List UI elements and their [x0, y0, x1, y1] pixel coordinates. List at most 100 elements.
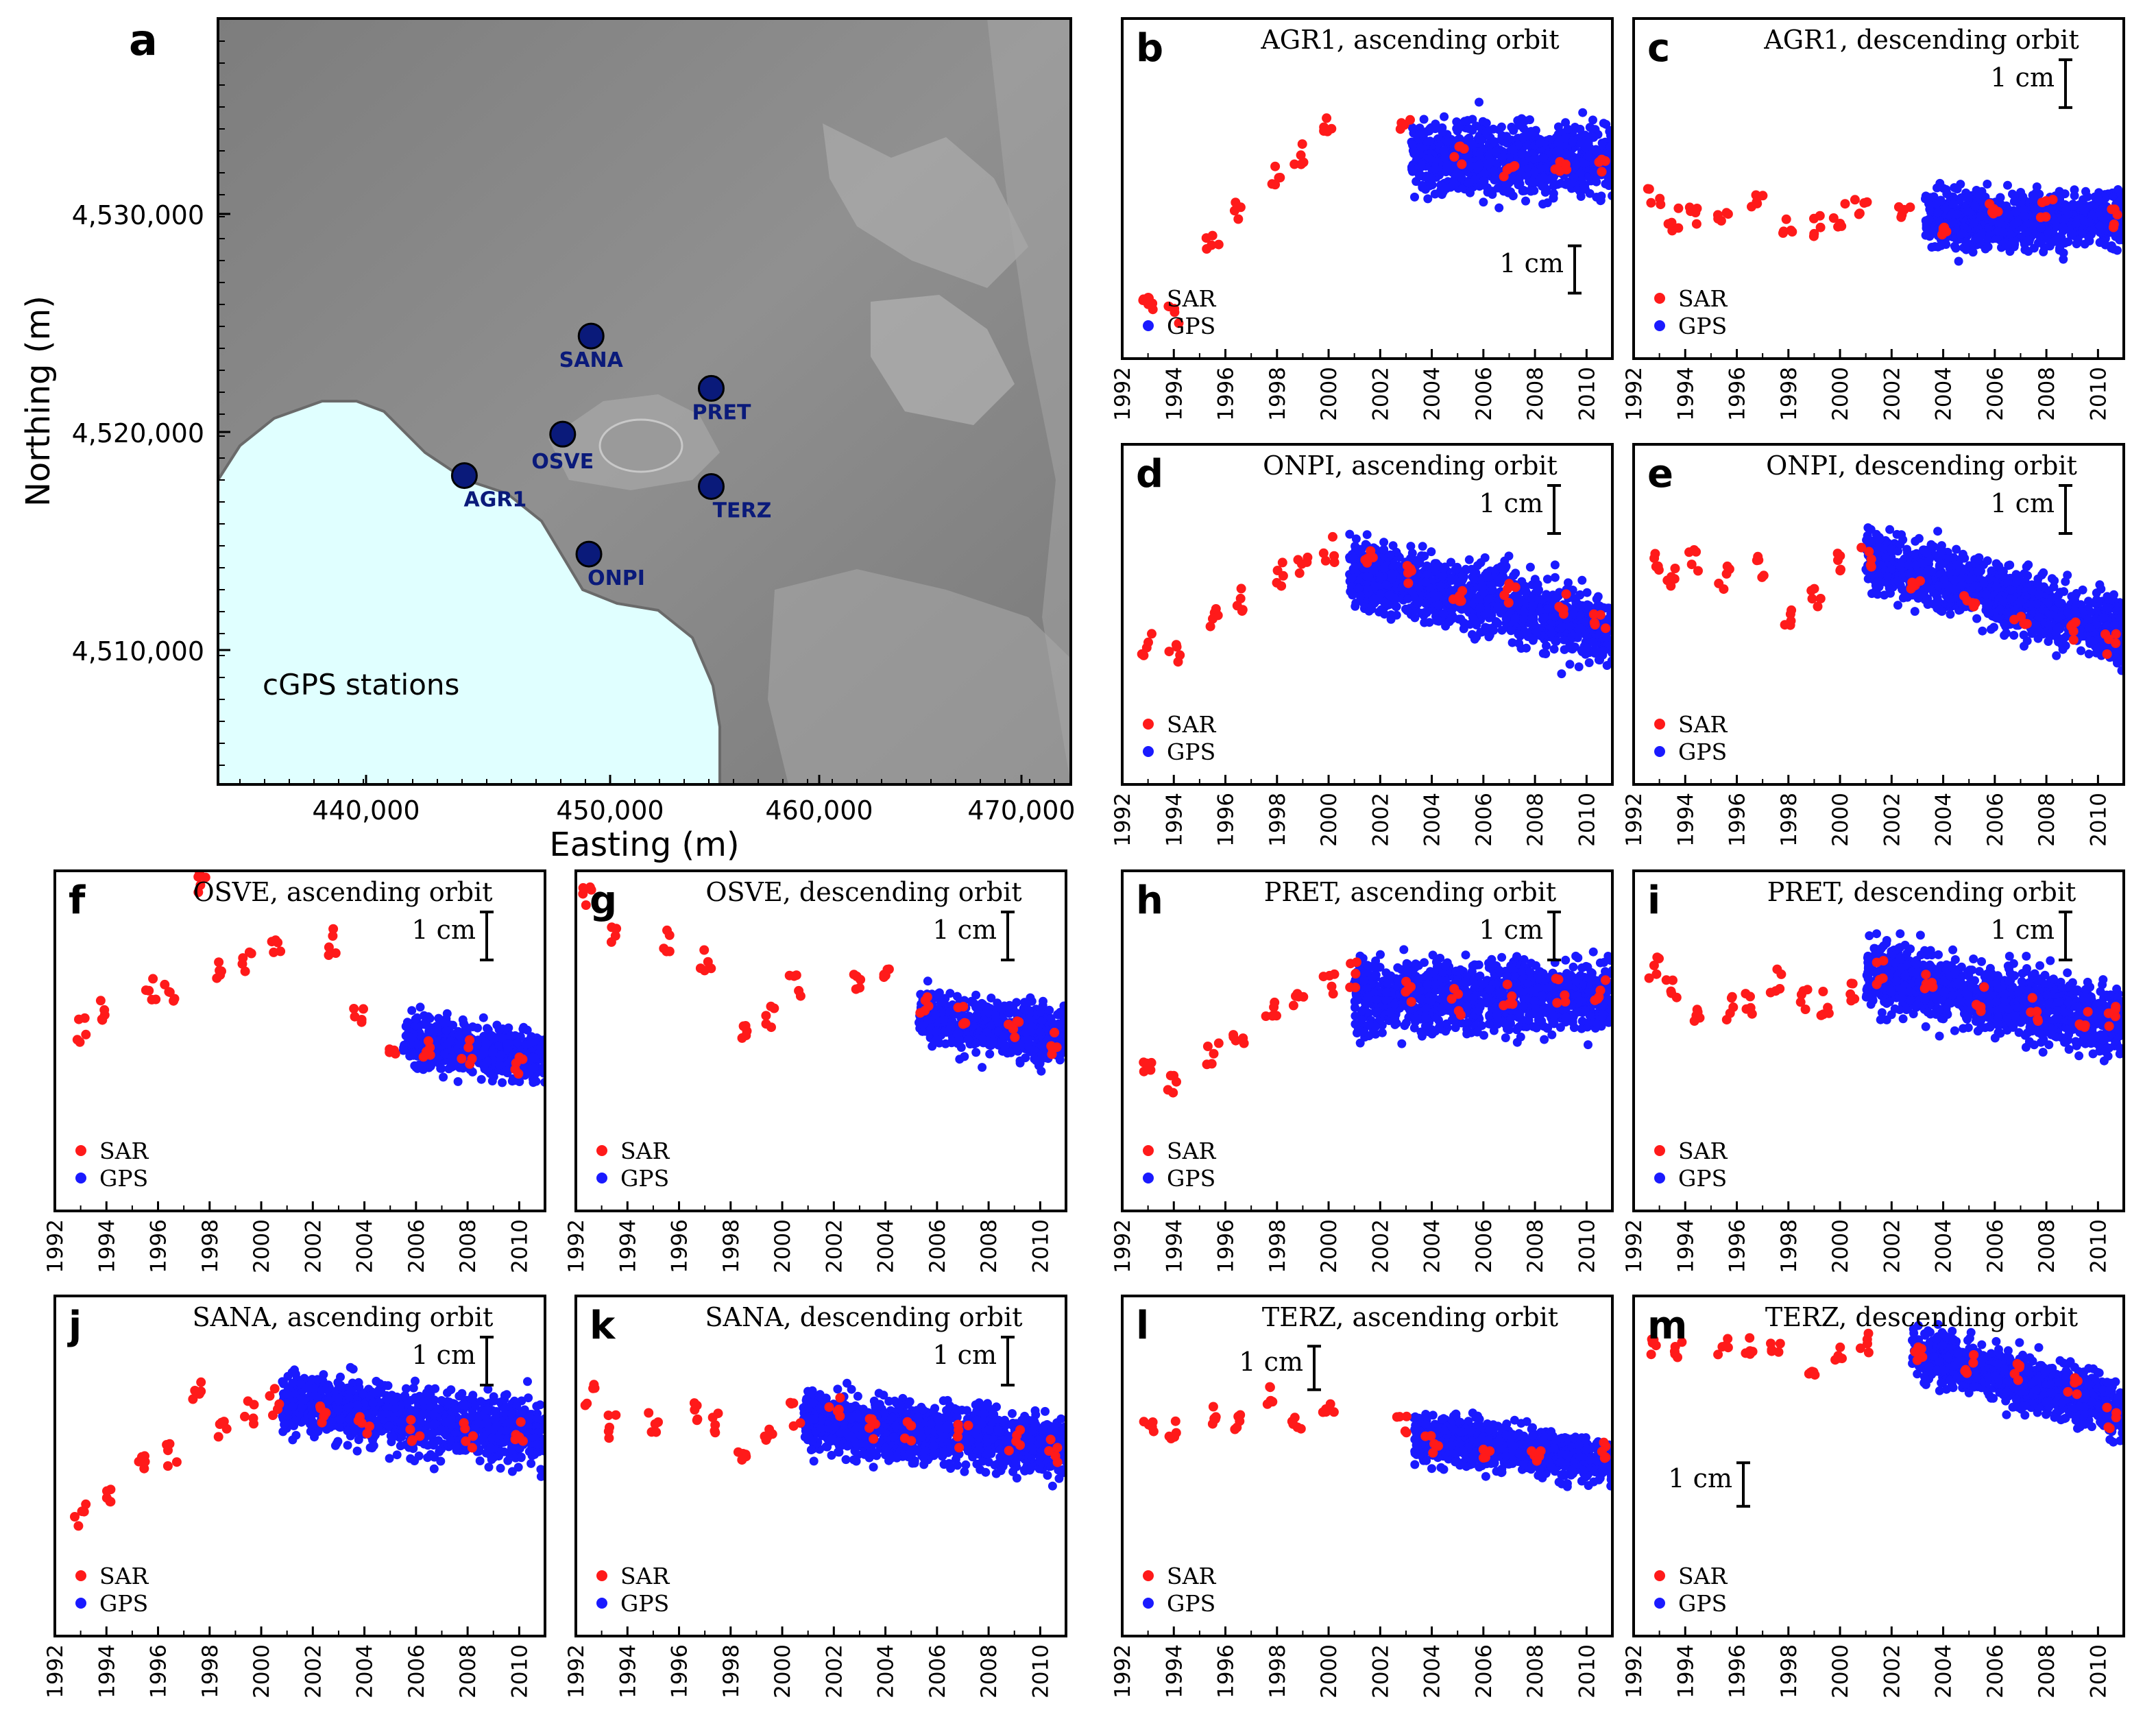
gps-point: [1578, 108, 1588, 117]
gps-point: [1429, 590, 1438, 599]
sar-point: [1504, 163, 1514, 173]
gps-point: [2113, 245, 2122, 255]
gps-point: [2072, 218, 2082, 228]
x-tick-label: 2004: [1420, 367, 1445, 421]
sar-point: [1985, 199, 1995, 209]
gps-point: [485, 1069, 495, 1079]
gps-point: [1939, 575, 1949, 584]
gps-point: [1553, 122, 1563, 132]
sar-point: [1232, 601, 1242, 611]
gps-point: [1488, 124, 1498, 134]
sar-point: [1865, 560, 1876, 570]
gps-point: [1579, 158, 1588, 168]
panel-e: 1992 1994 1996 1998 2000 2002 2004 2006 2008 2010…: [1622, 443, 2125, 847]
gps-point: [1514, 598, 1524, 608]
sar-point: [1893, 202, 1904, 212]
sar-point: [1601, 623, 1611, 634]
sar-point: [1275, 173, 1285, 182]
sar-point: [1716, 216, 1726, 226]
sar-point: [1294, 568, 1305, 578]
gps-point: [1421, 577, 1431, 587]
map-xtick-label: 450,000: [556, 795, 664, 826]
gps-point: [2015, 597, 2025, 606]
sar-point: [2041, 196, 2051, 206]
gps-point: [1484, 632, 1494, 642]
sar-point: [1905, 202, 1915, 213]
x-tick-label: 1996: [1214, 793, 1239, 847]
gps-point: [1347, 573, 1357, 583]
gps-point: [1379, 544, 1389, 554]
gps-point: [1438, 128, 1447, 137]
gps-point: [1473, 561, 1482, 570]
gps-point: [1922, 573, 1932, 583]
gps-point: [1477, 136, 1486, 145]
gps-point: [1427, 547, 1436, 557]
gps-point: [1553, 146, 1562, 156]
gps-point: [1946, 594, 1955, 603]
station-label: TERZ: [713, 499, 772, 523]
gps-point: [1590, 167, 1599, 177]
gps-point: [1439, 564, 1448, 573]
gps-point: [1575, 590, 1585, 599]
gps-point: [1525, 614, 1535, 623]
gps-point: [1388, 541, 1398, 551]
x-tick-label: 2002: [1368, 367, 1393, 421]
gps-point: [2058, 222, 2068, 232]
gps-point: [1379, 564, 1389, 573]
gps-point: [1379, 538, 1389, 547]
gps-point: [1440, 153, 1450, 163]
gps-point: [1439, 609, 1449, 618]
legend-sar-label: SAR: [1167, 711, 1216, 738]
gps-point: [1557, 669, 1566, 679]
gps-point: [1443, 136, 1453, 146]
gps-point: [1921, 216, 1930, 226]
legend-sar-marker: [1143, 719, 1154, 730]
gps-point: [1937, 560, 1946, 569]
gps-point: [1968, 248, 1978, 257]
gps-point: [1456, 614, 1466, 624]
gps-point: [1535, 605, 1545, 615]
gps-point: [1873, 590, 1882, 599]
gps-point: [1881, 553, 1891, 562]
gps-point: [1497, 625, 1507, 635]
sar-point: [1993, 206, 2003, 217]
sar-point: [1277, 557, 1287, 568]
gps-point: [1963, 193, 1973, 202]
gps-point: [1522, 171, 1531, 180]
gps-point: [2113, 185, 2123, 194]
sar-point: [1673, 203, 1684, 213]
gps-point: [1370, 594, 1379, 603]
sar-point: [2112, 210, 2122, 220]
gps-point: [2011, 207, 2020, 217]
station-marker: [697, 374, 725, 402]
gps-point: [1957, 580, 1967, 590]
x-tick-label: 2010: [2086, 793, 2111, 847]
gps-point: [1351, 534, 1361, 544]
gps-point: [1407, 165, 1416, 174]
gps-point: [1361, 572, 1371, 581]
sar-point: [1595, 610, 1606, 620]
gps-point: [2095, 238, 2105, 248]
gps-point: [1489, 625, 1499, 635]
gps-point: [1584, 658, 1594, 667]
gps-point: [1996, 219, 2004, 228]
gps-point: [1551, 594, 1561, 603]
gps-point: [458, 1015, 468, 1024]
x-tick-label: 2000: [1828, 367, 1853, 421]
gps-point: [1455, 123, 1464, 132]
gps-point: [1416, 163, 1425, 172]
gps-point: [1429, 566, 1439, 576]
gps-point: [2006, 230, 2015, 239]
sar-point: [2100, 629, 2111, 639]
gps-point: [1978, 626, 1987, 636]
legend-gps-label: GPS: [1678, 313, 1727, 339]
gps-point: [1893, 576, 1902, 586]
gps-point: [492, 1020, 502, 1030]
gps-point: [1494, 203, 1504, 213]
gps-point: [1927, 243, 1937, 252]
sar-point: [2111, 629, 2121, 639]
gps-point: [1954, 256, 1963, 266]
station-label: PRET: [692, 400, 751, 424]
gps-point: [1538, 182, 1547, 191]
gps-point: [2004, 209, 2013, 219]
